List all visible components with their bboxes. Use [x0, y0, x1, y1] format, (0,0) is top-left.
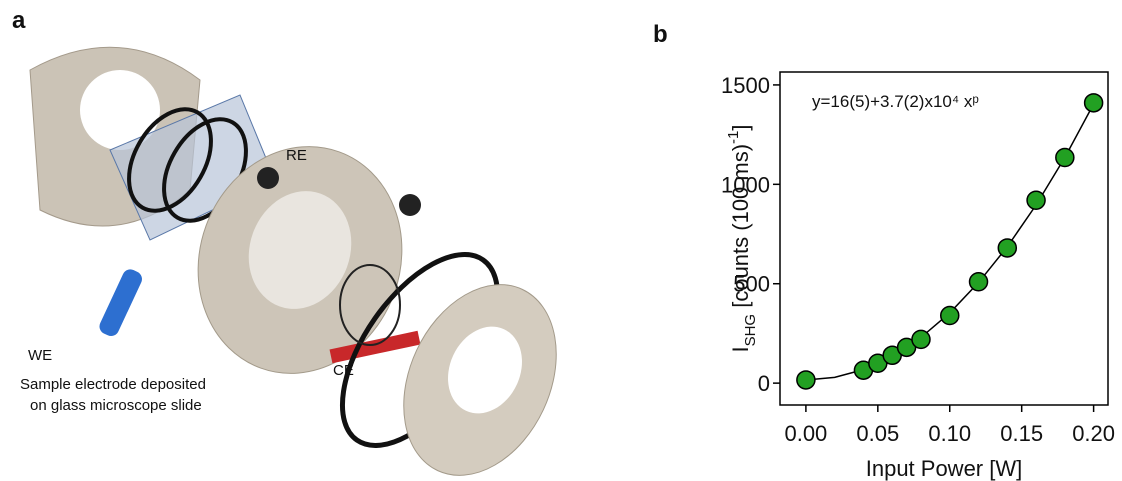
- re-knob: [257, 167, 279, 189]
- x-tick-label: 0.15: [1000, 421, 1043, 446]
- data-point: [797, 371, 815, 389]
- cell-illustration: RE WE CE Sample electrode deposited on g…: [20, 47, 586, 481]
- ce-label: CE: [333, 362, 354, 379]
- knob: [399, 194, 421, 216]
- x-tick-label: 0.00: [784, 421, 827, 446]
- panel-label: b: [653, 21, 668, 48]
- we-label: WE: [28, 347, 52, 364]
- x-axis-label: Input Power [W]: [866, 456, 1023, 481]
- y-axis-label-part: [counts (100 ms): [728, 144, 753, 314]
- caption: Sample electrode deposited: [20, 376, 206, 393]
- x-tick-label: 0.05: [856, 421, 899, 446]
- y-tick-label: 1500: [721, 73, 770, 98]
- caption: on glass microscope slide: [30, 397, 202, 414]
- fit-annotation: y=16(5)+3.7(2)x10⁴ xᵖ: [812, 92, 979, 111]
- we-connector: [97, 267, 145, 339]
- data-point: [912, 330, 930, 348]
- y-tick-label: 0: [758, 371, 770, 396]
- re-label: RE: [286, 147, 307, 164]
- data-point: [998, 239, 1016, 257]
- figure: a b RE WE CE Sample electrode deposited …: [0, 0, 1122, 481]
- fit-line: [806, 104, 1094, 380]
- data-point: [970, 273, 988, 291]
- y-axis-label: ISHG [counts (100 ms)-1]: [725, 124, 759, 352]
- x-tick-label: 0.10: [928, 421, 971, 446]
- x-tick-label: 0.20: [1072, 421, 1115, 446]
- data-point: [1085, 94, 1103, 112]
- y-axis-label-part: -1: [725, 131, 742, 144]
- plot-frame: [780, 72, 1108, 405]
- data-point: [941, 307, 959, 325]
- y-axis-label-part: SHG: [742, 314, 759, 347]
- data-point: [1027, 191, 1045, 209]
- data-point: [1056, 148, 1074, 166]
- panel-label: a: [12, 7, 26, 34]
- y-axis-label-part: ]: [728, 124, 753, 130]
